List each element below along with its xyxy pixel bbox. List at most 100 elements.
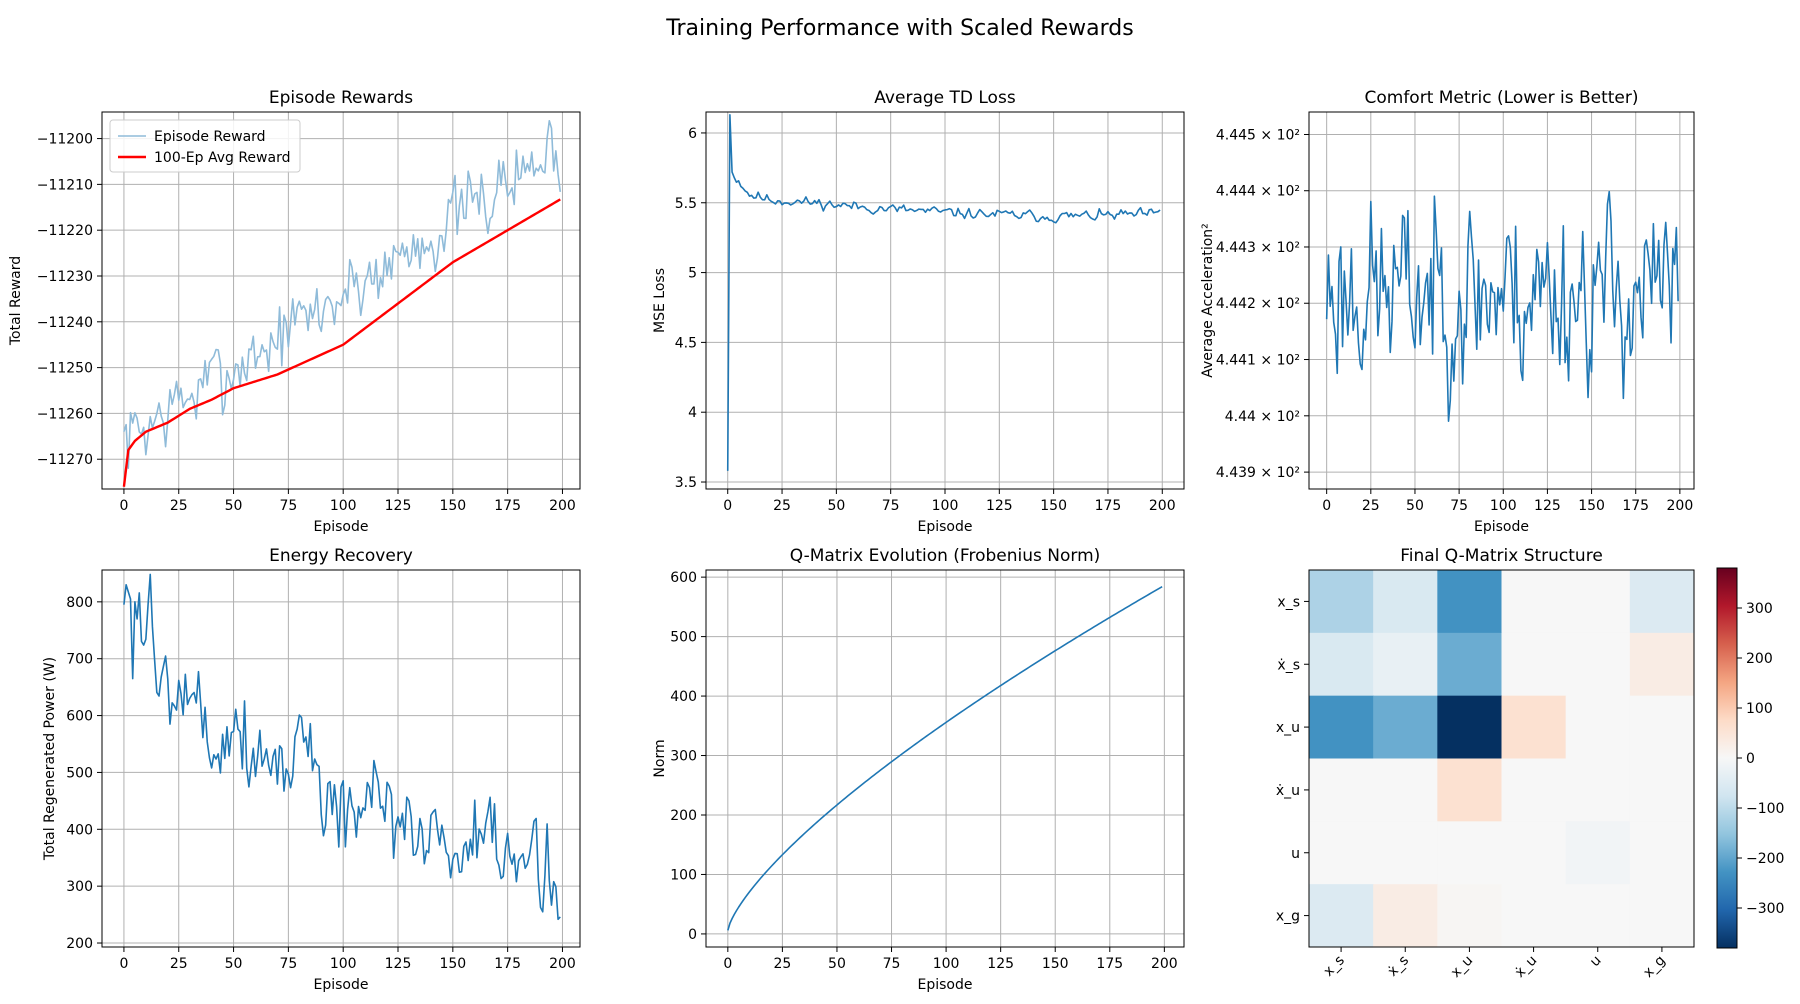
heatmap-cell bbox=[1501, 632, 1567, 697]
heatmap-cell bbox=[1501, 884, 1567, 948]
y-tick-label: −11230 bbox=[37, 269, 93, 285]
x-tick-label: 200 bbox=[1151, 956, 1178, 972]
heatmap-cell bbox=[1629, 821, 1695, 885]
chart-comfort: 0 25 50 75 100 125 150 175 200 4.439 × 10² 4.44 × … bbox=[1200, 88, 1695, 535]
x-tick-label: 75 bbox=[1450, 498, 1468, 514]
heatmap-cell bbox=[1373, 821, 1438, 885]
heatmap-cell bbox=[1501, 821, 1567, 885]
y-tick-label: 3.5 bbox=[675, 475, 697, 491]
y-tick-label: 500 bbox=[670, 630, 697, 646]
x-tick-label: 75 bbox=[279, 956, 297, 972]
colorbar-tick-label: −100 bbox=[1746, 801, 1784, 817]
y-tick-label: −11250 bbox=[37, 361, 93, 377]
x-axis-label: Episode bbox=[918, 977, 973, 993]
x-tick-label: 50 bbox=[827, 498, 845, 514]
x-tick-label: 50 bbox=[1406, 498, 1424, 514]
y-tick-label: −11210 bbox=[37, 177, 93, 193]
colorbar-tick-label: 300 bbox=[1746, 601, 1773, 617]
x-tick-label: 100 bbox=[933, 956, 960, 972]
y-tick-label: x_s bbox=[1277, 594, 1300, 610]
x-tick-label: 75 bbox=[279, 498, 297, 514]
y-tick-label: 5 bbox=[688, 266, 697, 282]
heatmap-cell bbox=[1629, 884, 1695, 948]
plot-title: Final Q-Matrix Structure bbox=[1400, 546, 1603, 566]
heatmap-cell bbox=[1437, 758, 1502, 822]
x-tick-label: 0 bbox=[723, 956, 732, 972]
x-tick-label: 125 bbox=[987, 956, 1014, 972]
heatmap-cell bbox=[1437, 632, 1502, 697]
heatmap-cell bbox=[1309, 821, 1374, 885]
y-tick-label: −11200 bbox=[37, 132, 93, 148]
heatmap-cell bbox=[1565, 821, 1631, 885]
y-tick-label: 400 bbox=[66, 822, 93, 838]
y-tick-label: 800 bbox=[66, 595, 93, 611]
y-tick-label: 0 bbox=[688, 927, 697, 943]
y-tick-label: −11260 bbox=[37, 406, 93, 422]
heatmap-cell bbox=[1565, 695, 1631, 759]
x-tick-label: ẋ_s bbox=[1385, 953, 1412, 980]
x-axis-label: Episode bbox=[314, 977, 369, 993]
heatmap-cell bbox=[1565, 570, 1631, 634]
x-tick-label: 150 bbox=[1042, 956, 1069, 972]
y-tick-label: 5.5 bbox=[675, 196, 697, 212]
x-tick-label: 0 bbox=[723, 498, 732, 514]
plot-frame bbox=[1308, 569, 1695, 948]
heatmap-cell bbox=[1629, 632, 1695, 697]
chart-rewards: 0 25 50 75 100 125 150 175 200 −11270 −11260 −11250… bbox=[8, 88, 581, 535]
x-axis-label: Episode bbox=[314, 519, 369, 535]
heatmap-cell bbox=[1437, 884, 1502, 948]
y-tick-label: −11270 bbox=[37, 452, 93, 468]
x-tick-label: 50 bbox=[225, 956, 243, 972]
heatmap-cell bbox=[1629, 758, 1695, 822]
x-tick-label: 125 bbox=[986, 498, 1013, 514]
y-tick-label: x_g bbox=[1276, 909, 1300, 925]
x-tick-label: 175 bbox=[1096, 956, 1123, 972]
heatmap-cell bbox=[1373, 758, 1438, 822]
plot-title: Energy Recovery bbox=[269, 546, 413, 566]
y-axis-label: MSE Loss bbox=[652, 268, 668, 333]
x-tick-label: 150 bbox=[439, 956, 466, 972]
y-tick-label: 600 bbox=[670, 570, 697, 586]
y-tick-label: 500 bbox=[66, 765, 93, 781]
x-tick-label: 50 bbox=[225, 498, 243, 514]
heatmap-cell bbox=[1565, 632, 1631, 697]
x-tick-label: 25 bbox=[773, 498, 791, 514]
legend-box bbox=[109, 119, 301, 173]
heatmap-cell bbox=[1373, 632, 1438, 697]
heatmap-cell bbox=[1309, 570, 1374, 634]
plot-frame bbox=[101, 569, 581, 948]
y-tick-label: 200 bbox=[66, 936, 93, 952]
y-tick-label: 4.442 × 10² bbox=[1216, 296, 1300, 312]
x-tick-label: 125 bbox=[385, 498, 412, 514]
x-tick-label: 50 bbox=[828, 956, 846, 972]
y-tick-label: 4.444 × 10² bbox=[1216, 184, 1300, 200]
colorbar-tick-label: 200 bbox=[1746, 651, 1773, 667]
x-axis-label: Episode bbox=[1474, 519, 1529, 535]
x-tick-label: 150 bbox=[439, 498, 466, 514]
heatmap-cell bbox=[1309, 695, 1374, 759]
x-tick-label: ẋ_u bbox=[1512, 953, 1540, 981]
y-tick-label: ẋ_u bbox=[1276, 783, 1300, 799]
x-tick-label: 100 bbox=[330, 498, 357, 514]
y-tick-label: 200 bbox=[670, 808, 697, 824]
heatmap-cell bbox=[1437, 570, 1502, 634]
y-tick-label: 4 bbox=[688, 405, 697, 421]
x-tick-label: 200 bbox=[1149, 498, 1176, 514]
y-tick-label: 4.441 × 10² bbox=[1216, 353, 1300, 369]
x-tick-label: 25 bbox=[170, 956, 188, 972]
x-tick-label: 100 bbox=[1490, 498, 1517, 514]
x-tick-label: 75 bbox=[882, 498, 900, 514]
y-tick-label: −11240 bbox=[37, 315, 93, 331]
y-axis-label: Total Regenerated Power (W) bbox=[42, 657, 58, 861]
y-tick-label: 400 bbox=[670, 689, 697, 705]
y-tick-label: 4.439 × 10² bbox=[1216, 465, 1300, 481]
y-tick-label: −11220 bbox=[37, 223, 93, 239]
x-tick-label: u bbox=[1587, 953, 1605, 971]
y-axis-label: Total Reward bbox=[8, 256, 24, 346]
colorbar-tick-label: −300 bbox=[1746, 901, 1784, 917]
series-line bbox=[123, 119, 562, 469]
heatmap-cell bbox=[1501, 695, 1567, 759]
colorbar-tick-label: 100 bbox=[1746, 701, 1773, 717]
heatmap-cell bbox=[1629, 695, 1695, 759]
